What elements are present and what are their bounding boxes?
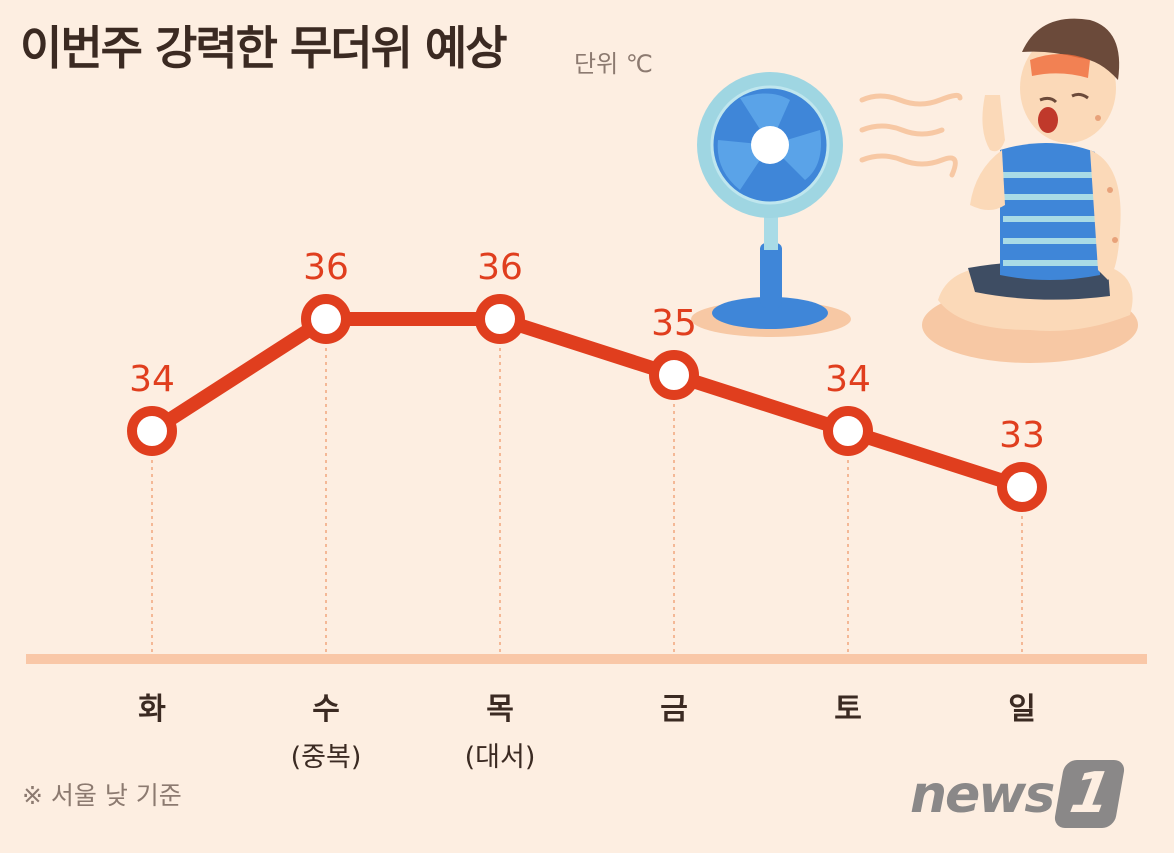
category-sub-label: (중복) — [291, 742, 362, 773]
data-point — [475, 294, 525, 344]
series-line — [145, 312, 1029, 494]
category-labels: 화 수 (중복) 목 (대서) 금 토 일 — [138, 692, 1036, 773]
category-label: 일 — [1008, 692, 1036, 727]
page-title: 이번주 강력한 무더위 예상 — [20, 21, 508, 75]
unit-label: 단위 ℃ — [574, 50, 653, 78]
data-point — [649, 350, 699, 400]
sweating-boy-illustration — [922, 18, 1138, 363]
wind-lines — [859, 92, 963, 178]
category-label: 목 — [486, 692, 514, 727]
data-label: 34 — [129, 359, 175, 400]
category-label: 금 — [660, 692, 688, 727]
logo-number: 1 — [1053, 760, 1127, 828]
data-label: 34 — [825, 359, 871, 400]
data-label: 35 — [651, 303, 697, 344]
data-point — [127, 406, 177, 456]
category-label: 수 — [312, 692, 340, 727]
category-sub-label: (대서) — [465, 742, 536, 773]
electric-fan-illustration — [691, 72, 851, 337]
data-labels: 34 36 36 35 34 33 — [129, 247, 1045, 456]
data-point — [301, 294, 351, 344]
data-label: 36 — [303, 247, 349, 288]
logo-text: news — [910, 765, 1055, 825]
data-label: 36 — [477, 247, 523, 288]
category-label: 토 — [834, 692, 862, 727]
x-axis-band — [26, 654, 1147, 664]
news1-logo: news 1 — [910, 760, 1127, 828]
data-point — [997, 462, 1047, 512]
guide-lines — [151, 341, 1023, 654]
category-label: 화 — [138, 692, 166, 727]
data-label: 33 — [999, 415, 1045, 456]
data-points — [127, 294, 1047, 512]
data-point — [823, 406, 873, 456]
footnote: ※ 서울 낮 기준 — [22, 781, 182, 810]
